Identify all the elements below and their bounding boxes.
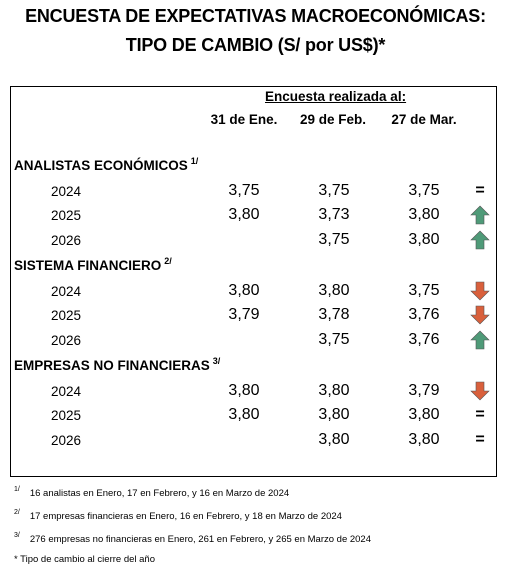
cell-value: 3,75: [318, 231, 350, 248]
survey-header: Encuesta realizada al:: [265, 89, 407, 104]
cell-value: 3,75: [318, 331, 350, 348]
cell-value: 3,80: [408, 231, 440, 248]
cell-value: 3,75: [228, 182, 260, 199]
column-header-feb: 29 de Feb.: [299, 112, 367, 127]
cell-value: 3,75: [408, 282, 440, 299]
column-header-jan: 31 de Ene.: [210, 112, 278, 127]
title-line-2: TIPO DE CAMBIO (S/ por US$)*: [125, 35, 386, 55]
cell-value: 3,76: [408, 306, 440, 323]
arrow-up-icon: [470, 230, 490, 250]
equal-sign-icon: =: [475, 431, 485, 448]
cell-value: 3,80: [318, 406, 350, 423]
cell-value: 3,75: [318, 182, 350, 199]
row-year: 2026: [51, 333, 82, 348]
arrow-down-icon: [470, 381, 490, 401]
section-title-empresas: EMPRESAS NO FINANCIERAS 3/: [14, 356, 221, 373]
cell-value: 3,80: [408, 406, 440, 423]
footnote-2: 2/17 empresas financieras en Enero, 16 e…: [14, 509, 342, 522]
cell-value: 3,80: [318, 382, 350, 399]
cell-value: 3,79: [408, 382, 440, 399]
asterisk-note: * Tipo de cambio al cierre del año: [14, 554, 155, 565]
cell-value: 3,80: [408, 431, 440, 448]
row-year: 2025: [51, 208, 82, 223]
cell-value: 3,80: [408, 206, 440, 223]
row-year: 2026: [51, 233, 82, 248]
column-header-mar: 27 de Mar.: [391, 112, 457, 127]
arrow-down-icon: [470, 305, 490, 325]
section-title-sistema: SISTEMA FINANCIERO 2/: [14, 256, 172, 273]
row-year: 2026: [51, 433, 82, 448]
cell-value: 3,80: [228, 206, 260, 223]
arrow-up-icon: [470, 330, 490, 350]
cell-value: 3,73: [318, 206, 350, 223]
cell-value: 3,80: [228, 406, 260, 423]
footnote-1: 1/16 analistas en Enero, 17 en Febrero, …: [14, 486, 290, 499]
row-year: 2025: [51, 408, 82, 423]
cell-value: 3,75: [408, 182, 440, 199]
footnote-3: 3/276 empresas no financieras en Enero, …: [14, 532, 372, 545]
cell-value: 3,79: [228, 306, 260, 323]
cell-value: 3,80: [318, 282, 350, 299]
equal-sign-icon: =: [475, 406, 485, 423]
title-line-1: ENCUESTA DE EXPECTATIVAS MACROECONÓMICAS…: [25, 6, 486, 26]
cell-value: 3,80: [228, 282, 260, 299]
row-year: 2025: [51, 308, 82, 323]
row-year: 2024: [51, 284, 82, 299]
cell-value: 3,80: [318, 431, 350, 448]
row-year: 2024: [51, 184, 82, 199]
cell-value: 3,78: [318, 306, 350, 323]
cell-value: 3,76: [408, 331, 440, 348]
cell-value: 3,80: [228, 382, 260, 399]
equal-sign-icon: =: [475, 182, 485, 199]
row-year: 2024: [51, 384, 82, 399]
table-frame: [10, 86, 497, 477]
arrow-down-icon: [470, 281, 490, 301]
arrow-up-icon: [470, 205, 490, 225]
section-title-analistas: ANALISTAS ECONÓMICOS 1/: [14, 156, 199, 173]
